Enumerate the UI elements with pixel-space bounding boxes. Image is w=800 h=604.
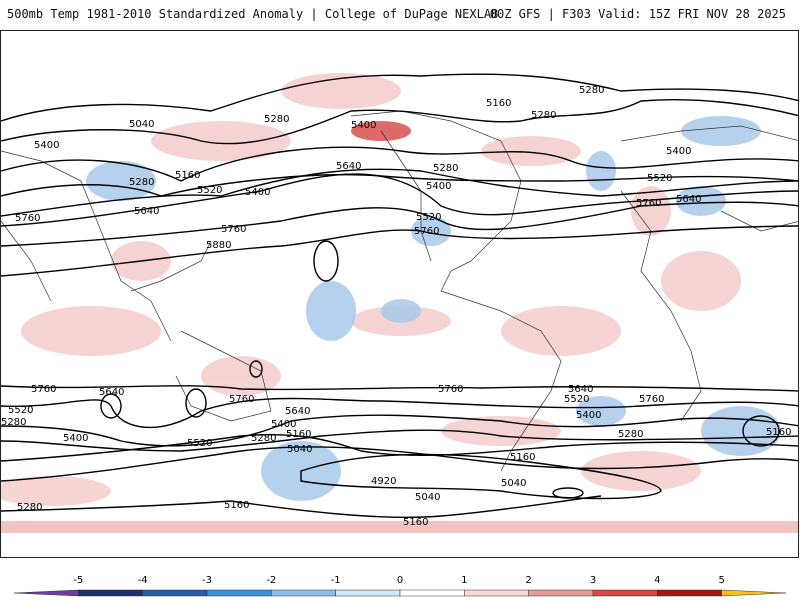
colorbar-segment xyxy=(142,589,208,597)
contour-label: 5520 xyxy=(187,438,212,449)
contour-label: 5280 xyxy=(618,429,643,440)
contour-label: 5520 xyxy=(647,173,672,184)
colorbar-segment xyxy=(271,589,336,597)
colorbar-segment xyxy=(78,589,143,597)
colorbar-tick-label: -2 xyxy=(266,575,276,586)
colorbar-segment xyxy=(206,589,272,597)
contour-label: 5400 xyxy=(63,433,88,444)
contour-label: 5160 xyxy=(403,517,428,528)
coastlines xyxy=(1,110,798,472)
contour-label: 5760 xyxy=(414,226,439,237)
contour-label: 5760 xyxy=(639,394,664,405)
map-title: 500mb Temp 1981-2010 Standardized Anomal… xyxy=(7,7,499,21)
contour-label: 5640 xyxy=(676,194,701,205)
colorbar-svg: -5 -4 -3 -2 -1 0 1 2 3 4 5 xyxy=(13,575,787,597)
anomaly-colorbar: -5 -4 -3 -2 -1 0 1 2 3 4 5 xyxy=(0,560,800,600)
contour-label: 5640 xyxy=(285,406,310,417)
header: 500mb Temp 1981-2010 Standardized Anomal… xyxy=(0,0,800,30)
contour-label: 5040 xyxy=(501,478,526,489)
contour-label: 5640 xyxy=(99,387,124,398)
contour-label: 5760 xyxy=(636,198,661,209)
weather-map: 5040 5280 5160 5280 5280 5400 5400 5280 … xyxy=(0,30,799,558)
colorbar-tick-label: 4 xyxy=(654,575,660,586)
colorbar-segment xyxy=(721,589,787,597)
contour-label: 5400 xyxy=(271,419,296,430)
contour-label: 5280 xyxy=(1,417,26,428)
contour-label: 5040 xyxy=(129,119,154,130)
contour-label: 5040 xyxy=(287,444,312,455)
height-contours xyxy=(1,73,798,519)
contour-label: 5400 xyxy=(351,120,376,131)
contour-label: 5520 xyxy=(416,212,441,223)
contour-label: 5760 xyxy=(438,384,463,395)
contour-label: 5160 xyxy=(224,500,249,511)
contour-label: 5520 xyxy=(564,394,589,405)
contour-label: 5400 xyxy=(34,140,59,151)
contour-label: 5280 xyxy=(264,114,289,125)
contour-label: 5880 xyxy=(206,240,231,251)
contour-label: 5160 xyxy=(486,98,511,109)
contour-label: 5280 xyxy=(129,177,154,188)
colorbar-segment xyxy=(592,589,658,597)
contour-label: 5640 xyxy=(568,384,593,395)
colorbar-segment xyxy=(13,589,79,597)
contour-label: 5640 xyxy=(336,161,361,172)
contour-label: 5520 xyxy=(8,405,33,416)
contour-label: 5400 xyxy=(666,146,691,157)
contour-label: 5280 xyxy=(531,110,556,121)
colorbar-segment xyxy=(464,589,529,597)
contour-label: 5760 xyxy=(229,394,254,405)
contour-label: 5760 xyxy=(15,213,40,224)
contour-labels: 5040 5280 5160 5280 5280 5400 5400 5280 … xyxy=(1,85,791,528)
contour-label: 5400 xyxy=(245,187,270,198)
contour-label: 5520 xyxy=(197,185,222,196)
contour-label: 5400 xyxy=(426,181,451,192)
colorbar-tick-label: -4 xyxy=(138,575,148,586)
colorbar-segment xyxy=(657,589,722,597)
contour-label: 5040 xyxy=(415,492,440,503)
contour-label: 5760 xyxy=(31,384,56,395)
colorbar-tick-label: 5 xyxy=(718,575,724,586)
colorbar-tick-label: 2 xyxy=(525,575,531,586)
colorbar-tick-label: -5 xyxy=(73,575,83,586)
contour-label: 5160 xyxy=(175,170,200,181)
contour-label: 5280 xyxy=(17,502,42,513)
colorbar-tick-label: 3 xyxy=(590,575,596,586)
colorbar-segment xyxy=(528,589,594,597)
contour-label: 5640 xyxy=(134,206,159,217)
colorbar-tick-label: 1 xyxy=(461,575,467,586)
model-run-info: 00Z GFS | F303 Valid: 15Z FRI NOV 28 202… xyxy=(489,7,786,21)
positive-anomaly-shading xyxy=(1,73,798,533)
colorbar-tick-label: -3 xyxy=(202,575,212,586)
contour-label: 5160 xyxy=(286,429,311,440)
contour-label: 4920 xyxy=(371,476,396,487)
contour-label: 5760 xyxy=(221,224,246,235)
contour-label: 5280 xyxy=(433,163,458,174)
contour-label: 5160 xyxy=(510,452,535,463)
colorbar-segment xyxy=(335,589,401,597)
colorbar-tick-label: -1 xyxy=(331,575,341,586)
map-canvas: 5040 5280 5160 5280 5280 5400 5400 5280 … xyxy=(1,73,798,533)
contour-label: 5280 xyxy=(251,433,276,444)
colorbar-tick-label: 0 xyxy=(397,575,403,586)
contour-label: 5280 xyxy=(579,85,604,96)
contour-label: 5400 xyxy=(576,410,601,421)
colorbar-segment xyxy=(399,589,465,597)
contour-label: 5160 xyxy=(766,427,791,438)
